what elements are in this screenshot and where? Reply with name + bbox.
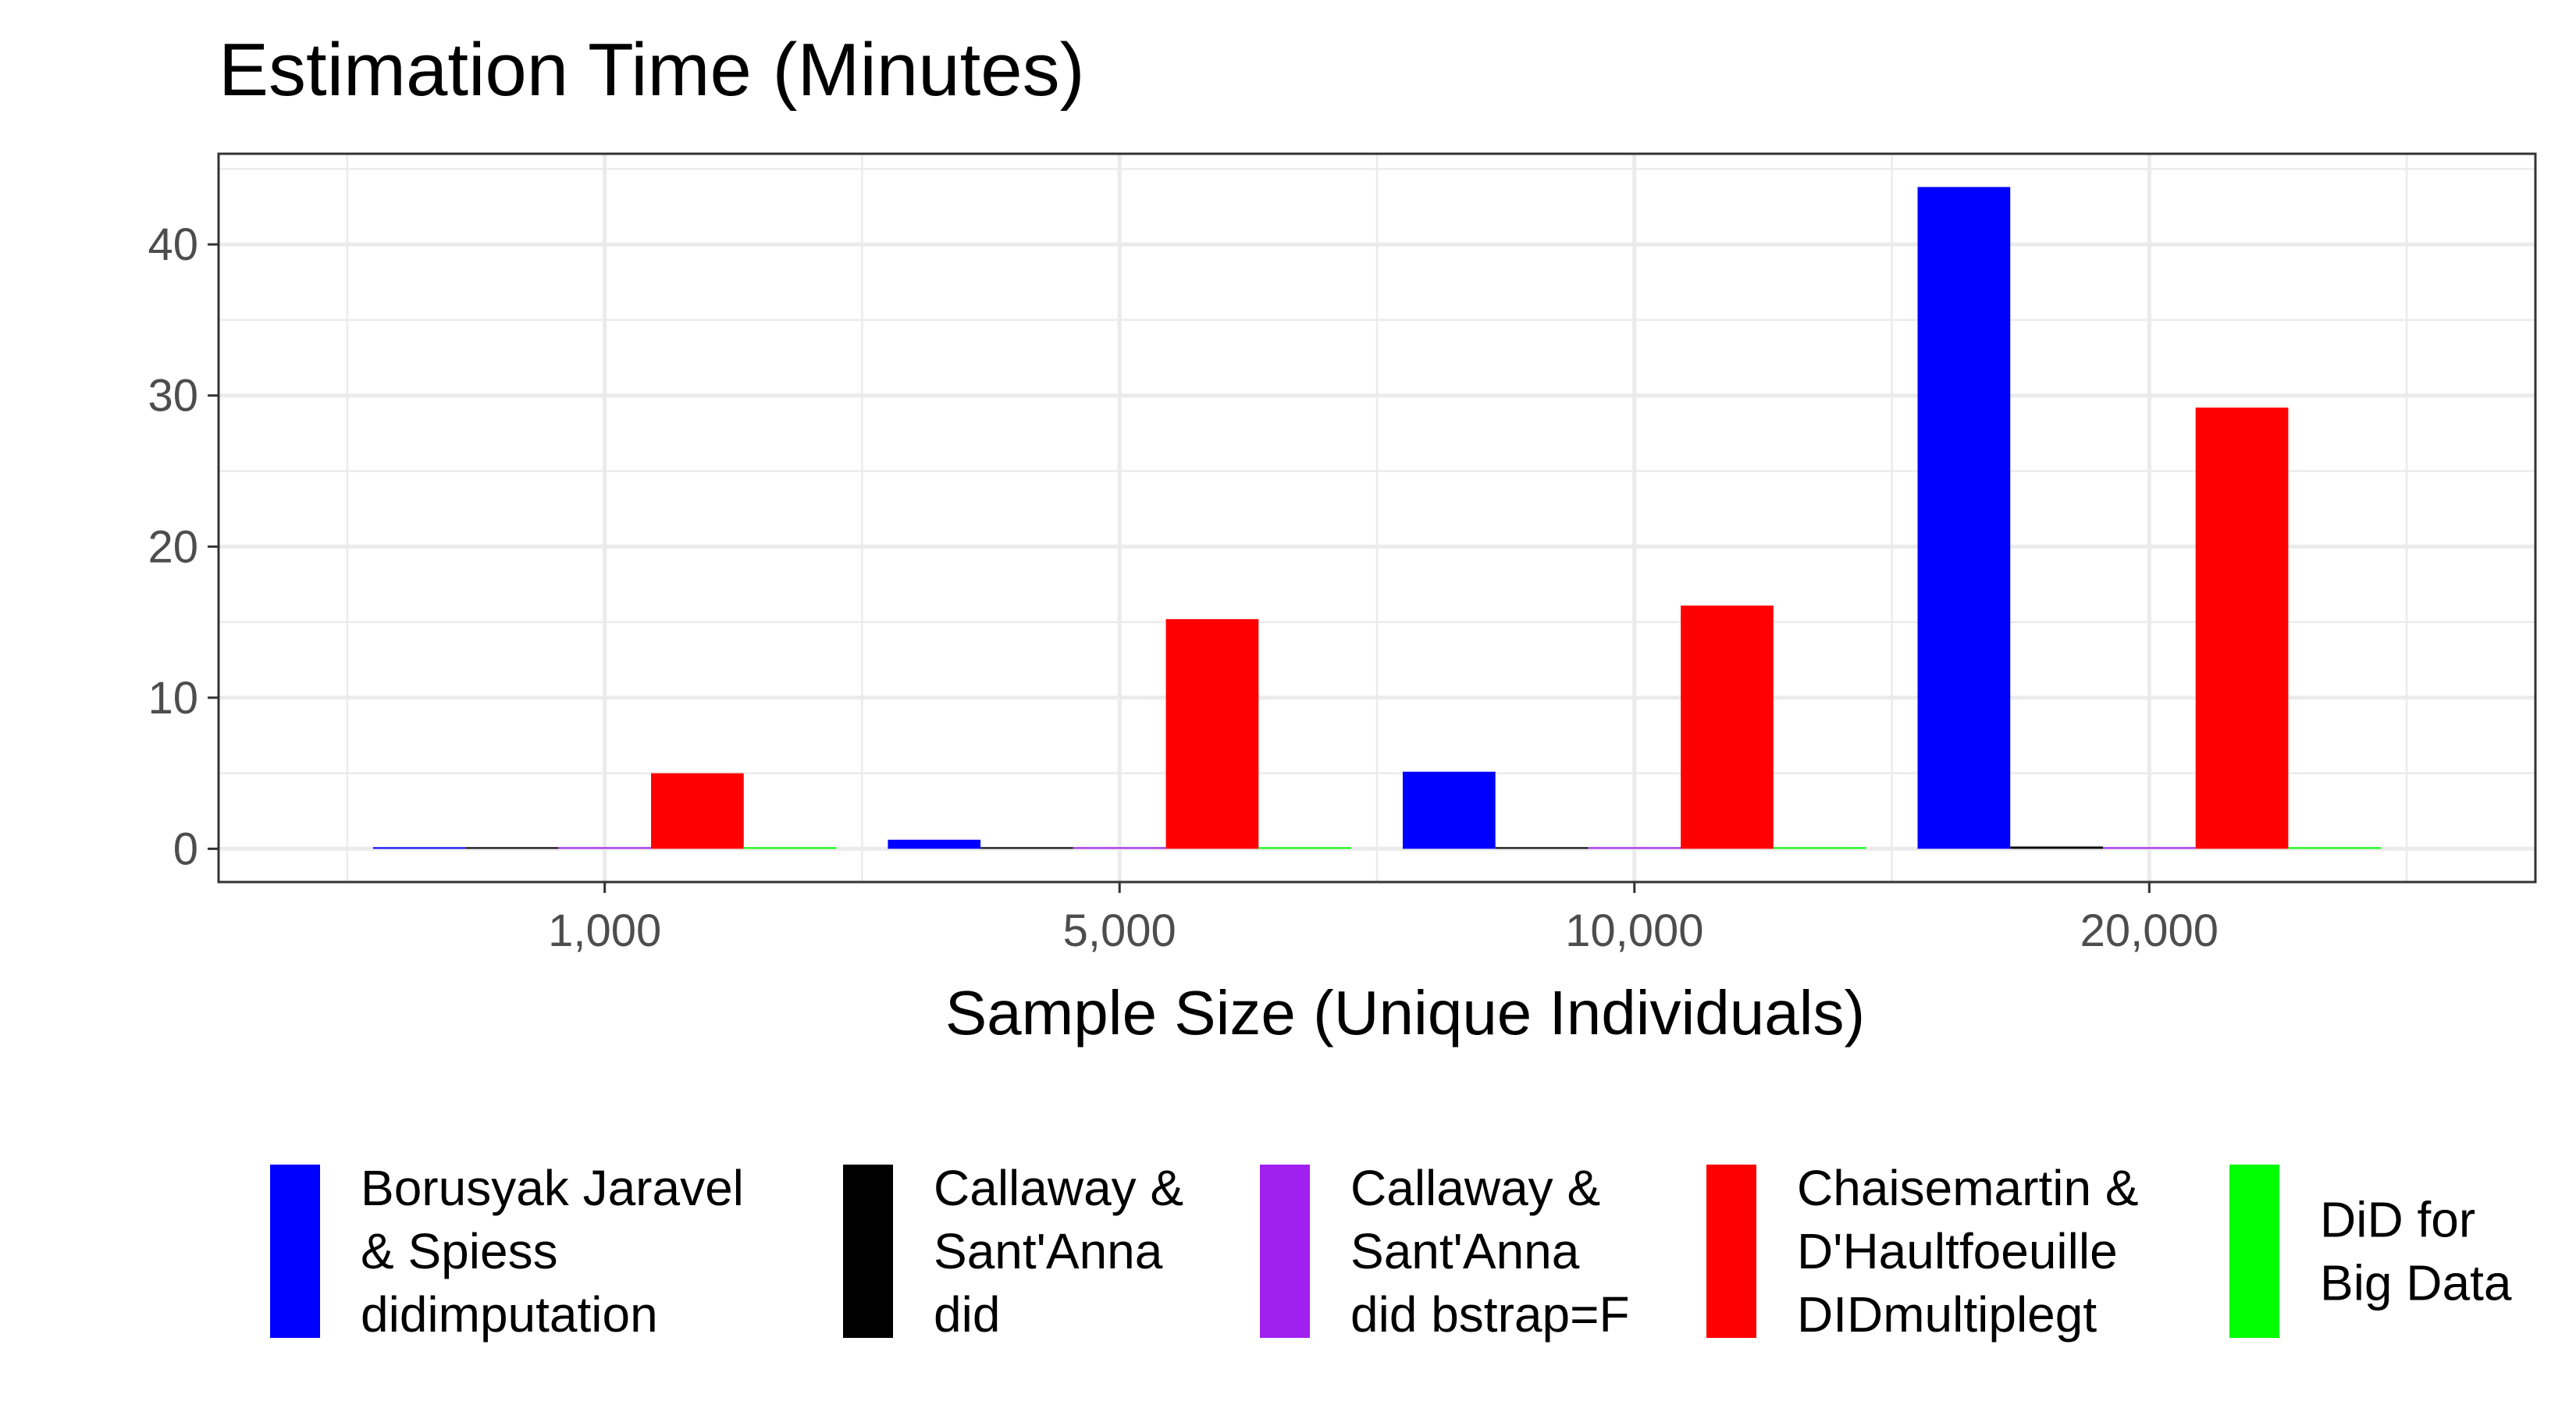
bar <box>465 847 559 849</box>
y-tick-label: 20 <box>148 521 198 572</box>
legend-item: Borusyak Jaravel & Spiess didimputation <box>270 1160 744 1343</box>
y-tick-label: 40 <box>148 219 198 270</box>
bar <box>1165 619 1259 849</box>
bar <box>1773 847 1866 849</box>
legend-key <box>1260 1165 1310 1338</box>
legend-item: DiD for Big Data <box>2229 1165 2512 1338</box>
bar <box>651 773 744 849</box>
legend-key <box>843 1165 893 1338</box>
bar <box>1402 771 1496 849</box>
bar <box>2010 846 2103 849</box>
legend-key <box>2229 1165 2279 1338</box>
bar <box>980 847 1073 849</box>
y-axis: 0 10 20 30 40 <box>148 219 219 874</box>
legend-label: DiD for Big Data <box>2320 1192 2512 1311</box>
bar <box>1681 605 1774 849</box>
plot-area <box>217 152 2537 884</box>
bar <box>372 847 466 849</box>
bar <box>2288 847 2382 849</box>
legend-label: Borusyak Jaravel & Spiess didimputation <box>361 1160 744 1343</box>
bar <box>1588 847 1681 849</box>
legend-key <box>1706 1165 1756 1338</box>
legend-item: Chaisemartin & D'Haultfoeuille DIDmultiple… <box>1706 1160 2139 1343</box>
legend-key <box>270 1165 320 1338</box>
legend: Borusyak Jaravel & Spiess didimputation Cal… <box>270 1160 2512 1343</box>
legend-label: Chaisemartin & D'Haultfoeuille DIDmultiple… <box>1797 1160 2139 1343</box>
y-tick-label: 10 <box>148 673 198 724</box>
bar <box>1073 847 1166 849</box>
x-tick-label: 5,000 <box>1063 905 1176 956</box>
legend-item: Callaway & Sant'Anna did bstrap=F <box>1260 1160 1630 1343</box>
bar <box>2102 847 2196 849</box>
bar <box>1495 847 1589 849</box>
legend-label: Callaway & Sant'Anna did <box>934 1160 1183 1343</box>
bar <box>1917 187 2011 849</box>
x-tick-label: 20,000 <box>2080 905 2218 956</box>
bar <box>743 847 837 849</box>
bar <box>2195 407 2289 849</box>
bar <box>888 839 981 849</box>
x-tick-label: 1,000 <box>548 905 661 956</box>
y-tick-label: 30 <box>148 371 198 422</box>
legend-item: Callaway & Sant'Anna did <box>843 1160 1183 1343</box>
y-tick-label: 0 <box>173 823 198 874</box>
bar <box>558 847 652 849</box>
legend-label: Callaway & Sant'Anna did bstrap=F <box>1350 1160 1630 1343</box>
x-axis-title: Sample Size (Unique Individuals) <box>945 978 1865 1048</box>
bar <box>1258 847 1352 849</box>
panel-border <box>217 152 2537 884</box>
x-axis: 1,000 5,000 10,000 20,000 <box>548 882 2218 956</box>
chart-title: Estimation Time (Minutes) <box>219 28 1085 112</box>
x-tick-label: 10,000 <box>1565 905 1703 956</box>
